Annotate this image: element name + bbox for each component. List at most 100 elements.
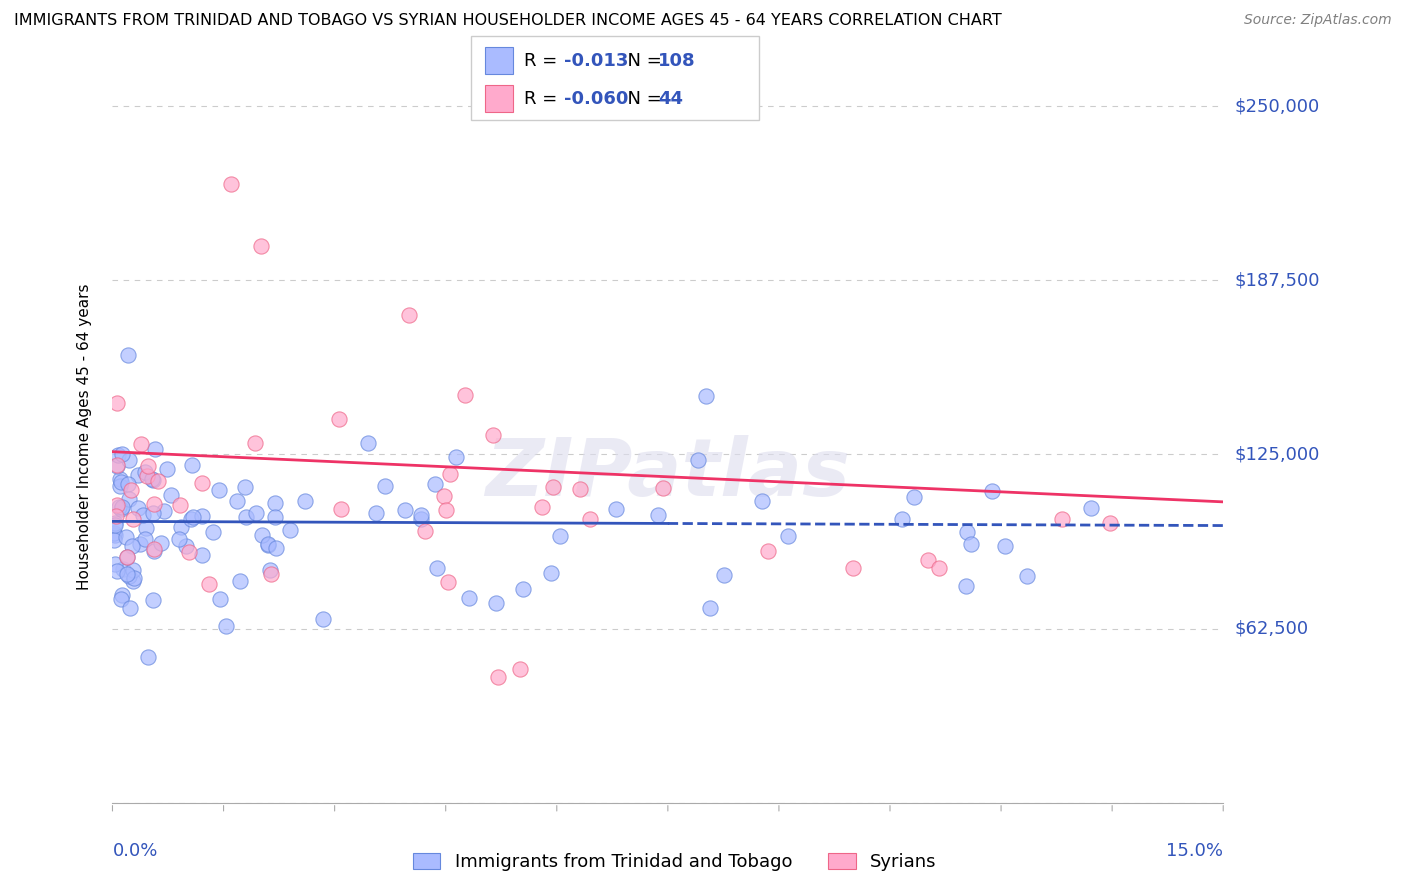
Point bbox=[981, 483, 1004, 498]
Point bbox=[111, 447, 134, 461]
Point bbox=[117, 348, 139, 362]
Legend: Immigrants from Trinidad and Tobago, Syrians: Immigrants from Trinidad and Tobago, Syr… bbox=[406, 846, 943, 879]
Text: $62,500: $62,500 bbox=[1234, 620, 1309, 638]
Text: R =: R = bbox=[524, 52, 564, 70]
Point bbox=[135, 469, 157, 483]
Point bbox=[112, 562, 135, 576]
Point bbox=[394, 503, 416, 517]
Point bbox=[127, 501, 149, 516]
Text: N =: N = bbox=[616, 90, 668, 108]
Point bbox=[105, 565, 128, 579]
Point bbox=[426, 560, 449, 574]
Point bbox=[1080, 501, 1102, 516]
Point bbox=[398, 308, 420, 322]
Point bbox=[136, 458, 159, 473]
Point bbox=[263, 510, 285, 524]
Point bbox=[120, 483, 142, 497]
Point bbox=[143, 442, 166, 457]
Text: 15.0%: 15.0% bbox=[1166, 842, 1223, 860]
Point bbox=[121, 512, 143, 526]
Point bbox=[142, 473, 165, 487]
Point bbox=[928, 560, 950, 574]
Point bbox=[409, 512, 432, 526]
Point bbox=[160, 488, 183, 502]
Point bbox=[433, 489, 456, 503]
Point bbox=[249, 238, 271, 252]
Text: $125,000: $125,000 bbox=[1234, 445, 1320, 464]
Point bbox=[357, 436, 380, 450]
Point bbox=[208, 591, 231, 606]
Point bbox=[1098, 516, 1121, 531]
Point bbox=[103, 526, 125, 541]
Point bbox=[170, 520, 193, 534]
Point bbox=[328, 412, 350, 426]
Point bbox=[121, 539, 143, 553]
Point bbox=[252, 528, 274, 542]
Point bbox=[105, 458, 128, 473]
Point bbox=[842, 561, 865, 575]
Text: 44: 44 bbox=[658, 90, 683, 108]
Point bbox=[105, 508, 128, 523]
Point bbox=[136, 650, 159, 665]
Point bbox=[264, 496, 287, 510]
Point bbox=[128, 537, 150, 551]
Point bbox=[229, 574, 252, 588]
Point bbox=[198, 576, 221, 591]
Point bbox=[409, 508, 432, 523]
Point bbox=[118, 601, 141, 615]
Text: IMMIGRANTS FROM TRINIDAD AND TOBAGO VS SYRIAN HOUSEHOLDER INCOME AGES 45 - 64 YE: IMMIGRANTS FROM TRINIDAD AND TOBAGO VS S… bbox=[14, 13, 1002, 29]
Point bbox=[111, 588, 134, 602]
Point bbox=[117, 569, 139, 583]
Point bbox=[115, 566, 138, 581]
Point bbox=[174, 539, 197, 553]
Text: $187,500: $187,500 bbox=[1234, 271, 1320, 289]
Point bbox=[605, 501, 627, 516]
Point bbox=[141, 472, 163, 486]
Point bbox=[903, 490, 925, 504]
Point bbox=[105, 499, 128, 513]
Point bbox=[509, 662, 531, 676]
Point bbox=[104, 557, 127, 571]
Point bbox=[751, 494, 773, 508]
Point bbox=[118, 453, 141, 467]
Point bbox=[108, 472, 131, 486]
Text: 0.0%: 0.0% bbox=[112, 842, 157, 860]
Point bbox=[117, 477, 139, 491]
Point bbox=[278, 523, 301, 537]
Point bbox=[437, 574, 460, 589]
Point bbox=[121, 563, 143, 577]
Point bbox=[104, 516, 127, 531]
Point bbox=[259, 562, 281, 576]
Point bbox=[177, 545, 200, 559]
Point bbox=[955, 579, 977, 593]
Point bbox=[1015, 568, 1038, 582]
Point bbox=[486, 670, 509, 684]
Point bbox=[110, 592, 132, 607]
Point bbox=[652, 481, 675, 495]
Point bbox=[264, 541, 287, 555]
Point bbox=[156, 462, 179, 476]
Point bbox=[105, 396, 128, 410]
Point bbox=[256, 537, 278, 551]
Point bbox=[190, 508, 212, 523]
Point bbox=[917, 553, 939, 567]
Text: R =: R = bbox=[524, 90, 564, 108]
Point bbox=[226, 494, 249, 508]
Point bbox=[208, 483, 231, 498]
Point bbox=[134, 465, 156, 479]
Text: $250,000: $250,000 bbox=[1234, 97, 1320, 115]
Point bbox=[713, 568, 735, 582]
Point bbox=[579, 512, 602, 526]
Point bbox=[647, 508, 669, 523]
Point bbox=[756, 544, 779, 558]
Point bbox=[152, 504, 174, 518]
Point bbox=[425, 477, 447, 491]
Y-axis label: Householder Income Ages 45 - 64 years: Householder Income Ages 45 - 64 years bbox=[77, 284, 91, 591]
Point bbox=[257, 538, 280, 552]
Point bbox=[434, 503, 457, 517]
Text: -0.013: -0.013 bbox=[564, 52, 628, 70]
Point bbox=[482, 428, 505, 442]
Point bbox=[294, 493, 316, 508]
Point bbox=[114, 530, 136, 544]
Point bbox=[142, 507, 165, 521]
